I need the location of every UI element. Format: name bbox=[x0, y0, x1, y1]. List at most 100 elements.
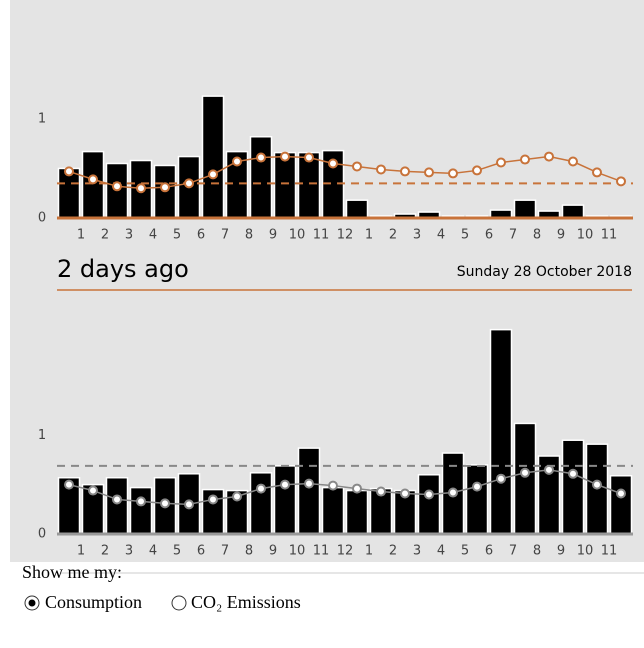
bar bbox=[465, 464, 489, 535]
trend-point bbox=[592, 167, 602, 178]
x-tick-label: 10 bbox=[289, 228, 306, 243]
bar bbox=[273, 151, 297, 219]
x-tick-label: 4 bbox=[437, 228, 445, 243]
bar bbox=[561, 439, 585, 535]
x-tick-label: 5 bbox=[173, 228, 181, 243]
trend-point bbox=[112, 181, 122, 192]
trend-point bbox=[232, 491, 242, 502]
trend-point bbox=[448, 168, 458, 179]
trend-point bbox=[160, 182, 170, 193]
bar bbox=[249, 135, 273, 219]
x-tick-label: 6 bbox=[485, 228, 493, 243]
radio-label[interactable]: CO₂ Emissions bbox=[191, 592, 301, 612]
radio-co2[interactable]: CO₂ Emissions bbox=[171, 592, 301, 612]
trend-point bbox=[496, 157, 506, 168]
y-tick-label: 0 bbox=[38, 211, 46, 226]
trend-point bbox=[184, 178, 194, 189]
radio-consumption[interactable]: Consumption bbox=[24, 592, 142, 612]
trend-point bbox=[376, 164, 386, 175]
trend-point bbox=[400, 166, 410, 177]
x-tick-label: 6 bbox=[485, 544, 493, 559]
section-date: Sunday 28 October 2018 bbox=[457, 264, 632, 280]
radio-button[interactable] bbox=[171, 595, 187, 611]
x-tick-label: 12 bbox=[337, 544, 354, 559]
bar bbox=[417, 474, 441, 535]
x-tick-label: 7 bbox=[509, 228, 517, 243]
x-tick-label: 9 bbox=[269, 544, 277, 559]
x-tick-label: 4 bbox=[437, 544, 445, 559]
trend-point bbox=[352, 161, 362, 172]
x-tick-label: 10 bbox=[577, 544, 594, 559]
bar bbox=[249, 472, 273, 535]
bar bbox=[609, 475, 633, 535]
section-title: 2 days ago bbox=[57, 255, 189, 283]
trend-point bbox=[64, 479, 74, 490]
x-tick-label: 1 bbox=[365, 228, 373, 243]
bar bbox=[81, 150, 105, 219]
trend-point bbox=[256, 152, 266, 163]
trend-point bbox=[592, 479, 602, 490]
y-tick-label: 1 bbox=[38, 111, 46, 126]
x-tick-label: 2 bbox=[389, 228, 397, 243]
x-tick-label: 8 bbox=[533, 228, 541, 243]
x-tick-label: 7 bbox=[509, 544, 517, 559]
x-tick-label: 5 bbox=[461, 544, 469, 559]
trend-point bbox=[304, 152, 314, 163]
bar bbox=[105, 476, 129, 535]
x-tick-label: 12 bbox=[337, 228, 354, 243]
y-tick-label: 0 bbox=[38, 527, 46, 542]
y-tick-label: 1 bbox=[38, 428, 46, 443]
trend-point bbox=[328, 158, 338, 169]
bar bbox=[345, 199, 369, 219]
bar bbox=[561, 204, 585, 219]
trend-point bbox=[568, 468, 578, 479]
x-tick-label: 2 bbox=[101, 544, 109, 559]
trend-point bbox=[376, 486, 386, 497]
x-tick-label: 9 bbox=[269, 228, 277, 243]
trend-point bbox=[496, 473, 506, 484]
x-tick-label: 3 bbox=[125, 228, 133, 243]
x-tick-label: 3 bbox=[125, 544, 133, 559]
bar bbox=[513, 199, 537, 219]
x-tick-label: 10 bbox=[577, 228, 594, 243]
x-tick-label: 8 bbox=[245, 228, 253, 243]
x-tick-label: 6 bbox=[197, 228, 205, 243]
trend-point bbox=[568, 156, 578, 167]
trend-point bbox=[184, 499, 194, 510]
bar bbox=[489, 328, 513, 535]
x-tick-label: 6 bbox=[197, 544, 205, 559]
trend-point bbox=[208, 169, 218, 180]
x-tick-label: 11 bbox=[313, 544, 330, 559]
x-tick-label: 10 bbox=[289, 544, 306, 559]
x-tick-label: 1 bbox=[365, 544, 373, 559]
x-tick-label: 3 bbox=[413, 544, 421, 559]
trend-point bbox=[448, 487, 458, 498]
trend-point bbox=[424, 489, 434, 500]
trend-point bbox=[328, 480, 338, 491]
bar bbox=[345, 489, 369, 535]
bar bbox=[273, 465, 297, 535]
trend-point bbox=[136, 183, 146, 194]
x-tick-label: 9 bbox=[557, 228, 565, 243]
trend-point bbox=[280, 151, 290, 162]
x-tick-label: 11 bbox=[601, 544, 618, 559]
x-tick-label: 9 bbox=[557, 544, 565, 559]
x-tick-label: 7 bbox=[221, 544, 229, 559]
bar bbox=[321, 486, 345, 535]
trend-point bbox=[136, 496, 146, 507]
x-tick-label: 1 bbox=[77, 228, 85, 243]
trend-point bbox=[88, 485, 98, 496]
trend-point bbox=[472, 481, 482, 492]
trend-point bbox=[544, 464, 554, 475]
x-tick-label: 1 bbox=[77, 544, 85, 559]
trend-point bbox=[352, 483, 362, 494]
trend-point bbox=[472, 165, 482, 176]
radio-label[interactable]: Consumption bbox=[45, 592, 142, 612]
trend-point bbox=[64, 166, 74, 177]
x-tick-label: 5 bbox=[461, 228, 469, 243]
form-legend: Show me my: bbox=[22, 562, 122, 582]
x-tick-label: 2 bbox=[389, 544, 397, 559]
trend-point bbox=[208, 494, 218, 505]
trend-point bbox=[304, 478, 314, 489]
